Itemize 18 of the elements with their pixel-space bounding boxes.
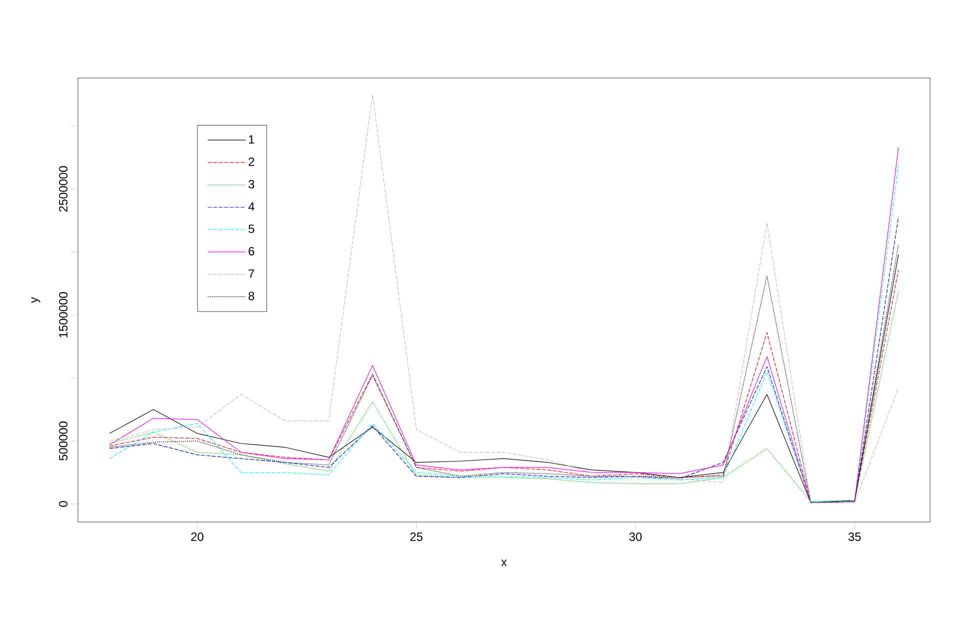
y-tick-label: 1500000 (59, 292, 68, 338)
legend-label: 3 (248, 180, 254, 188)
x-tick-label: 30 (629, 532, 642, 541)
x-axis-title: x (501, 560, 507, 566)
y-tick-label: 0 (59, 501, 68, 507)
x-tick-label: 20 (191, 532, 204, 541)
y-axis-title: y (31, 297, 40, 303)
legend-label: 1 (248, 135, 254, 144)
legend-label: 2 (248, 158, 254, 166)
y-tick-label: 500000 (59, 421, 68, 460)
legend-label: 7 (248, 269, 254, 278)
legend-label: 6 (248, 247, 254, 256)
x-tick-label: 25 (410, 532, 422, 541)
x-tick-label: 35 (848, 532, 861, 541)
legend-label: 5 (248, 224, 254, 234)
legend-label: 8 (248, 292, 254, 300)
legend-label: 4 (248, 202, 254, 211)
y-tick-label: 2500000 (59, 166, 68, 212)
